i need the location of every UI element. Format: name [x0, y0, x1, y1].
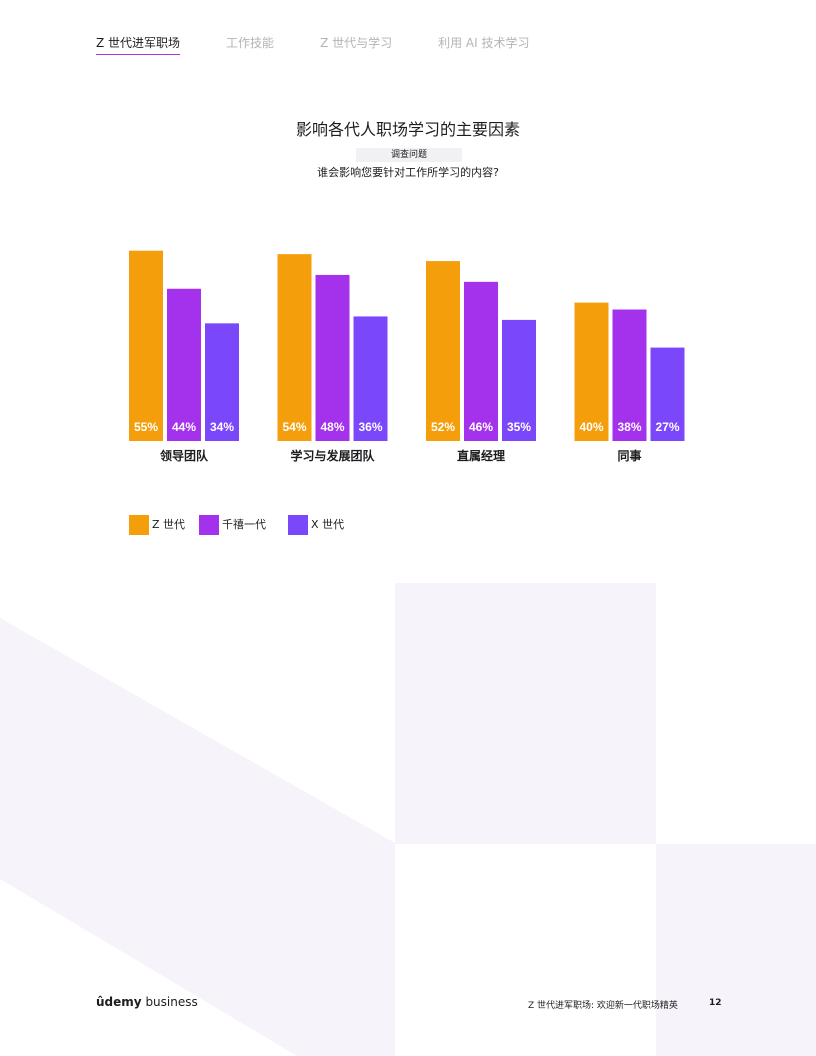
category-label: 学习与发展团队	[290, 448, 375, 463]
logo-suffix-text: business	[145, 995, 198, 1009]
legend-swatch-gen-x	[288, 515, 309, 535]
bar-3-2	[650, 347, 685, 441]
bar-value-label: 54%	[282, 420, 306, 434]
bar-value-label: 46%	[469, 420, 493, 434]
tab-gen-z-learning[interactable]: Z 世代与学习	[320, 36, 393, 50]
tab-gen-z-workplace[interactable]: Z 世代进军职场	[96, 34, 181, 55]
bar-3-0	[574, 302, 609, 441]
bar-2-1	[464, 281, 498, 441]
bar-1-0	[277, 254, 312, 441]
bar-1-2	[353, 316, 388, 441]
legend-label-gen-x: X 世代	[311, 518, 345, 531]
bar-value-label: 34%	[210, 420, 234, 434]
legend-item-millennials: 千禧一代	[199, 515, 266, 535]
bar-3-1	[612, 309, 647, 441]
page-number: 12	[709, 998, 722, 1008]
bar-0-1	[167, 288, 201, 441]
legend-swatch-millennials	[199, 515, 220, 535]
tab-ai-learning[interactable]: 利用 AI 技术学习	[438, 36, 530, 50]
bar-value-label: 38%	[617, 420, 641, 434]
bar-value-label: 35%	[507, 420, 531, 434]
bar-1-1	[315, 274, 350, 441]
chart-legend: Z 世代 千禧一代 X 世代	[129, 515, 344, 535]
legend-swatch-gen-z	[129, 515, 149, 535]
background-diagonal-band	[0, 618, 395, 1056]
bar-chart: 55% 44% 34%领导团队 54% 48% 36% 学习与发展团队 52% 46% 35%直属…	[129, 250, 685, 463]
survey-question-text: 谁会影响您要针对工作所学习的内容?	[317, 166, 499, 179]
bar-0-0	[129, 250, 163, 441]
background-block-lower	[656, 844, 816, 1056]
category-label: 领导团队	[160, 448, 209, 463]
category-label: 直属经理	[457, 448, 505, 463]
footer-report-title: Z 世代进军职场: 欢迎新一代职场精英	[528, 1001, 678, 1011]
bar-value-label: 27%	[655, 420, 679, 434]
bar-value-label: 48%	[320, 420, 344, 434]
bar-value-label: 40%	[579, 420, 603, 434]
bar-value-label: 55%	[134, 420, 158, 434]
udemy-business-logo: ûdemy business	[96, 995, 198, 1009]
legend-item-gen-x: X 世代	[288, 515, 344, 535]
bar-2-0	[426, 261, 460, 441]
top-navigation: Z 世代进军职场 工作技能 Z 世代与学习 利用 AI 技术学习	[96, 34, 576, 55]
survey-question-label: 调查问题	[356, 148, 462, 162]
legend-item-gen-z: Z 世代	[129, 515, 185, 535]
background-block-upper	[395, 583, 656, 844]
category-label: 同事	[617, 448, 641, 463]
bar-value-label: 44%	[172, 420, 196, 434]
tab-work-skills[interactable]: 工作技能	[226, 36, 275, 50]
chart-title: 影响各代人职场学习的主要因素	[295, 120, 520, 139]
legend-label-millennials: 千禧一代	[222, 518, 267, 531]
logo-brand-text: ûdemy	[96, 995, 142, 1009]
bar-value-label: 36%	[358, 420, 382, 434]
bar-2-2	[502, 319, 536, 441]
bar-0-2	[205, 323, 239, 441]
bar-value-label: 52%	[431, 420, 455, 434]
legend-label-gen-z: Z 世代	[152, 518, 186, 531]
